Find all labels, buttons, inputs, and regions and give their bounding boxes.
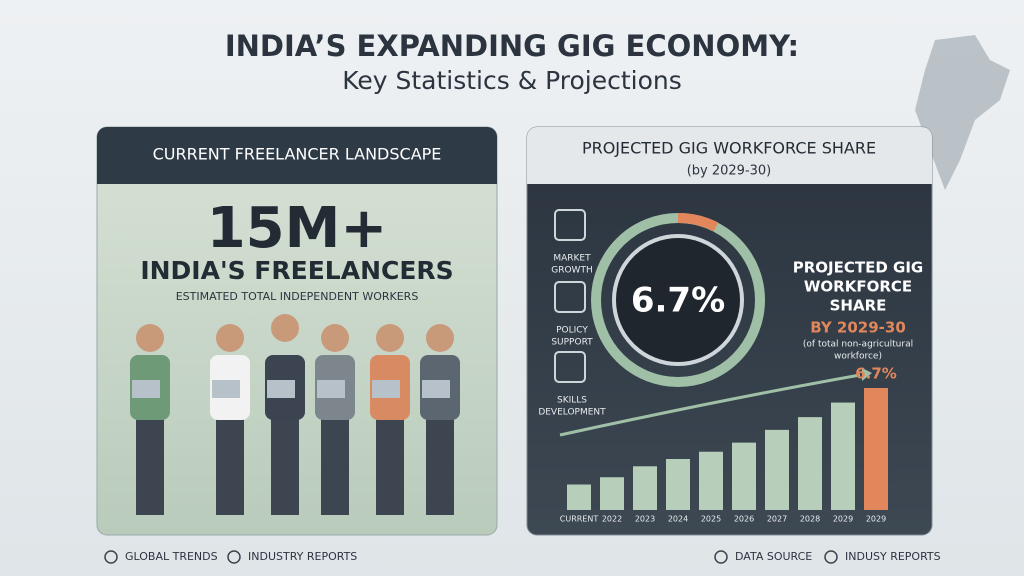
driver-icon: [554, 351, 586, 383]
person-head: [271, 314, 299, 342]
bar: [567, 484, 591, 510]
driver-label: SUPPORT: [551, 338, 593, 348]
driver-label: POLICY: [556, 326, 588, 336]
footer-label: GLOBAL TRENDS: [125, 550, 218, 563]
person-legs: [216, 410, 244, 515]
person-head: [321, 324, 349, 352]
driver-icon: [554, 209, 586, 241]
person-head: [376, 324, 404, 352]
big-label: INDIA'S FREELANCERS: [140, 256, 453, 285]
title: INDIA’S EXPANDING GIG ECONOMY:: [225, 29, 799, 63]
driver-label: SKILLS: [557, 396, 587, 406]
footer-label: INDUSTRY REPORTS: [248, 550, 357, 563]
right-header: [527, 127, 932, 184]
person-legs: [136, 410, 164, 515]
bar-annotation: 6.7%: [855, 365, 897, 383]
x-tick-label: 2022: [602, 515, 622, 524]
laptop: [422, 380, 450, 398]
laptop: [212, 380, 240, 398]
bar: [864, 388, 888, 510]
x-tick-label: 2029: [866, 515, 886, 524]
laptop: [317, 380, 345, 398]
footer-icon: [227, 550, 241, 564]
footer-icon: [824, 550, 838, 564]
share-title: PROJECTED GIG: [793, 259, 924, 277]
person-legs: [321, 410, 349, 515]
laptop: [267, 380, 295, 398]
arrow-head: [862, 368, 872, 381]
bar: [600, 477, 624, 510]
share-title: SHARE: [830, 297, 887, 315]
x-tick-label: 2029: [833, 515, 853, 524]
x-tick-label: 2024: [668, 515, 688, 524]
footer-label: INDUSY REPORTS: [845, 550, 941, 563]
share-note: workforce): [834, 352, 882, 362]
share-year: BY 2029-30: [810, 319, 906, 337]
footer-label: DATA SOURCE: [735, 550, 812, 563]
footer: GLOBAL TRENDS INDUSTRY REPORTS DATA SOURCE…: [104, 550, 941, 564]
bar: [798, 417, 822, 510]
driver-label: MARKET: [553, 254, 591, 264]
driver-icon: [554, 281, 586, 313]
left-header: [97, 127, 497, 184]
share-title: WORKFORCE: [804, 278, 912, 296]
person-head: [136, 324, 164, 352]
laptop: [132, 380, 160, 398]
caption: ESTIMATED TOTAL INDEPENDENT WORKERS: [176, 290, 419, 303]
driver-label: DEVELOPMENT: [538, 408, 606, 418]
bar: [633, 466, 657, 510]
person-legs: [271, 410, 299, 515]
bar: [666, 459, 690, 510]
share-note: (of total non-agricultural: [803, 340, 913, 350]
ring-highlight: [677, 212, 719, 232]
x-tick-label: CURRENT: [560, 515, 599, 524]
bar: [765, 429, 789, 510]
x-tick-label: 2025: [701, 515, 721, 524]
footer-icon: [104, 550, 118, 564]
gauge-label: 6.7%: [631, 281, 725, 321]
people-illustration: [130, 314, 460, 515]
person-legs: [426, 410, 454, 515]
x-tick-label: 2028: [800, 515, 820, 524]
gauge-center: [612, 234, 744, 366]
driver-label: GROWTH: [551, 266, 592, 276]
right-heading: PROJECTED GIG WORKFORCE SHARE: [582, 139, 876, 158]
laptop: [372, 380, 400, 398]
big-number: 15M+: [207, 196, 388, 261]
growth-arrow: [559, 373, 861, 437]
x-tick-label: 2026: [734, 515, 754, 524]
person-legs: [376, 410, 404, 515]
map-decoration: [915, 35, 1010, 190]
footer-icon: [714, 550, 728, 564]
x-tick-label: 2023: [635, 515, 655, 524]
person-head: [426, 324, 454, 352]
bar: [699, 451, 723, 510]
person-head: [216, 324, 244, 352]
bar: [831, 402, 855, 510]
x-tick-label: 2027: [767, 515, 787, 524]
right-subheading: (by 2029-30): [687, 164, 772, 179]
bar: [732, 442, 756, 510]
subtitle: Key Statistics & Projections: [342, 66, 682, 95]
left-heading: CURRENT FREELANCER LANDSCAPE: [153, 145, 442, 164]
